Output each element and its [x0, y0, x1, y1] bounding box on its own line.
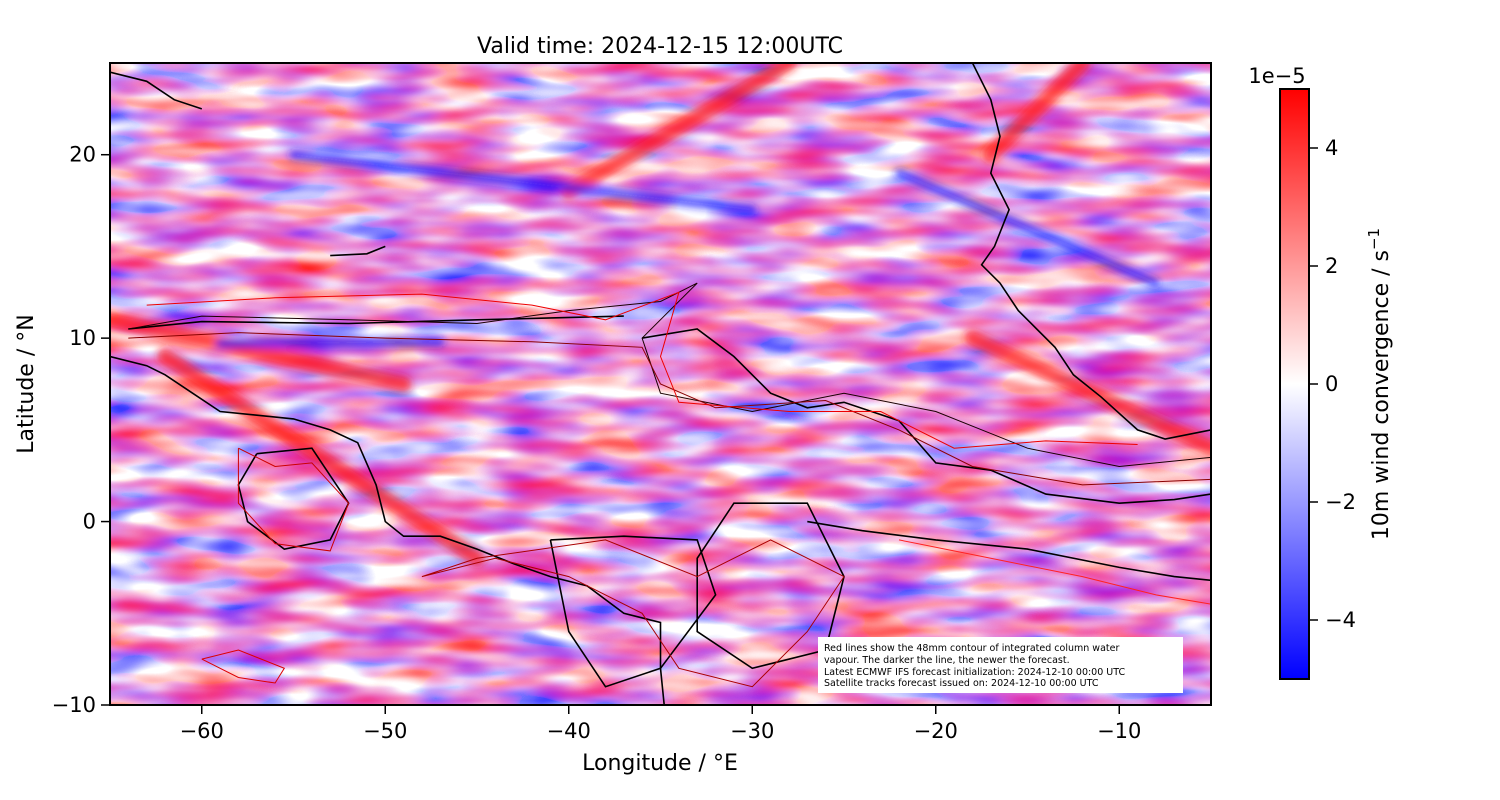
x-axis-ticks: −60 −50 −40 −30 −20 −10 [180, 705, 1141, 743]
coastline-contour [971, 63, 1211, 440]
colorbar-label-exponent: −1 [1365, 228, 1383, 250]
x-tick-label: −20 [914, 719, 958, 743]
divergence-band [215, 337, 445, 349]
x-tick-label: −10 [1097, 719, 1141, 743]
colorbar-tick-label: −4 [1325, 608, 1356, 632]
coastline-contour [237, 447, 350, 550]
colorbar: −4 −2 0 2 4 1e−5 10m wind convergence / s−1 [1248, 64, 1394, 680]
colorbar-tick-label: 2 [1325, 254, 1338, 278]
annotation-line-3: Latest ECMWF IFS forecast initialization… [824, 667, 1125, 678]
plot-frame [109, 62, 1212, 706]
moisture-contour [128, 282, 1211, 468]
annotation-line-4: Satellite tracks forecast issued on: 202… [824, 678, 1099, 689]
divergence-band [289, 150, 757, 215]
convergence-band [964, 330, 1211, 457]
coastline-contour [549, 535, 717, 688]
chart-title: Valid time: 2024-12-15 12:00UTC [477, 34, 843, 59]
coastline-contour [696, 502, 845, 670]
moisture-contour [421, 539, 845, 688]
colorbar-label: 10m wind convergence / s−1 [1365, 228, 1394, 540]
convergence-band [110, 311, 412, 392]
y-tick-label: 10 [69, 326, 96, 350]
y-axis-ticks: −10 0 10 20 [52, 143, 110, 717]
moisture-contour [128, 332, 1211, 486]
coastline-contour [110, 355, 665, 705]
x-tick-label: −50 [363, 719, 407, 743]
colorbar-scale-label: 1e−5 [1248, 64, 1305, 88]
moisture-contour [201, 649, 286, 684]
annotation-background [818, 637, 1183, 693]
moisture-contour [898, 539, 1211, 605]
colorbar-tick-label: −2 [1325, 490, 1356, 514]
coastline-contour [807, 520, 1211, 582]
moisture-contour [146, 291, 1138, 449]
convergence-band [982, 63, 1091, 163]
annotation-line-2: vapour. The darker the line, the newer t… [824, 655, 1070, 666]
colorbar-tick-label: 4 [1325, 136, 1338, 160]
convergence-bands [110, 63, 1211, 567]
coastline-contour [330, 245, 386, 257]
x-tick-label: −60 [180, 719, 224, 743]
annotation-box: Red lines show the 48mm contour of integ… [818, 637, 1183, 693]
x-tick-label: −30 [730, 719, 774, 743]
colorbar-gradient [1279, 88, 1310, 680]
coastline-contour [128, 315, 624, 330]
moisture-contours [128, 282, 1211, 688]
colorbar-ticks: −4 −2 0 2 4 [1309, 136, 1356, 632]
coastline-contour [110, 71, 203, 110]
annotation-line-1: Red lines show the 48mm contour of integ… [824, 643, 1119, 654]
y-tick-label: 20 [69, 143, 96, 167]
moisture-contour [237, 447, 350, 552]
plot-area [110, 63, 1211, 705]
y-axis-label: Latitude / °N [14, 314, 39, 453]
y-tick-label: 0 [83, 510, 96, 534]
x-tick-label: −40 [547, 719, 591, 743]
colorbar-tick-label: 0 [1325, 372, 1338, 396]
convergence-band [560, 63, 797, 200]
x-axis-label: Longitude / °E [582, 751, 738, 776]
divergence-band [894, 168, 1161, 288]
convergence-band [157, 348, 485, 567]
y-tick-label: −10 [52, 693, 96, 717]
colorbar-label-text: 10m wind convergence / s [1369, 250, 1394, 540]
